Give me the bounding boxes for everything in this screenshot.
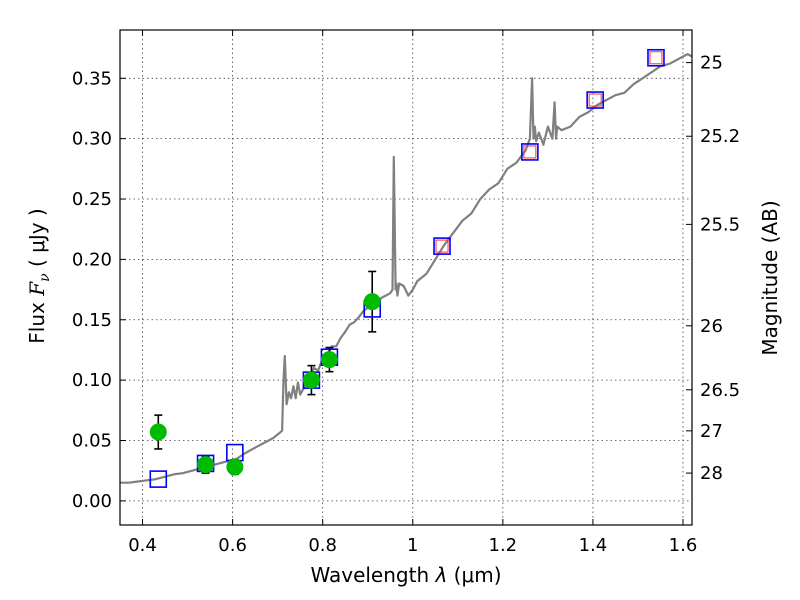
model-inner-marker <box>435 239 449 253</box>
model-inner-marker <box>588 93 602 107</box>
y-axis-title-prefix: Flux <box>25 296 49 344</box>
y2-axis-title: Magnitude (AB) <box>758 200 782 355</box>
y-axis-title-unit: ( μJy ) <box>25 208 49 273</box>
y-tick-label: 0.35 <box>72 68 112 89</box>
grid-lines <box>120 30 692 525</box>
y-tick-label: 0.20 <box>72 249 112 270</box>
y-axis-title-subscript: ν <box>37 273 53 282</box>
y2-tick-label: 26.5 <box>700 380 740 401</box>
x-tick-label: 0.6 <box>218 535 247 556</box>
x-tick-label: 1 <box>407 535 418 556</box>
x-axis-title: Wavelength λ (μm) <box>310 563 501 587</box>
y-tick-label: 0.05 <box>72 430 112 451</box>
model-square-marker <box>149 470 168 488</box>
y2-tick-label: 25 <box>700 53 723 74</box>
observed-point <box>320 351 338 369</box>
error-bars-group <box>154 270 377 476</box>
x-axis-title-unit: (μm) <box>447 563 501 587</box>
x-tick-label: 1.4 <box>579 535 608 556</box>
x-tick-label: 1.6 <box>669 535 698 556</box>
x-axis-title-symbol: λ <box>434 563 447 587</box>
axis-ticks <box>120 30 692 525</box>
model-square-marker <box>521 143 539 161</box>
y-axis-title: Flux Fν ( μJy ) <box>25 208 53 343</box>
model-square-marker <box>433 237 451 255</box>
y-tick-label: 0.30 <box>72 129 112 150</box>
y-tick-label: 0.25 <box>72 189 112 210</box>
model-inner-marker <box>523 145 537 159</box>
observed-point <box>149 423 167 441</box>
y2-tick-label: 27 <box>700 421 723 442</box>
y2-tick-label: 28 <box>700 463 723 484</box>
model-square-marker <box>586 91 604 109</box>
model-square-marker <box>647 48 665 67</box>
x-tick-label: 1.2 <box>489 535 518 556</box>
observed-points-group <box>149 293 381 476</box>
spectrum-line-group <box>120 53 693 484</box>
x-tick-label: 0.4 <box>128 535 157 556</box>
model-squares-group <box>149 48 665 488</box>
plot-frame <box>119 29 693 526</box>
y2-tick-label: 25.2 <box>700 126 740 147</box>
y-axis-title-symbol: F <box>25 281 49 297</box>
y-tick-label: 0.00 <box>72 491 112 512</box>
tick-labels: 0.4 0.6 0.8 1 1.2 1.4 1.6 0.00 0.05 0.10 0.15 0.20 0… <box>72 53 740 556</box>
y2-tick-label: 26 <box>700 316 723 337</box>
x-tick-label: 0.8 <box>308 535 337 556</box>
y2-tick-label: 25.5 <box>700 214 740 235</box>
observed-point <box>226 458 244 476</box>
observed-point <box>197 456 215 474</box>
x-axis-title-prefix: Wavelength <box>310 563 435 587</box>
observed-point <box>363 293 381 311</box>
spectrum-line <box>120 53 693 484</box>
y-tick-label: 0.10 <box>72 370 112 391</box>
model-inner-marker <box>649 51 663 65</box>
y-tick-label: 0.15 <box>72 310 112 331</box>
observed-point <box>302 371 320 389</box>
